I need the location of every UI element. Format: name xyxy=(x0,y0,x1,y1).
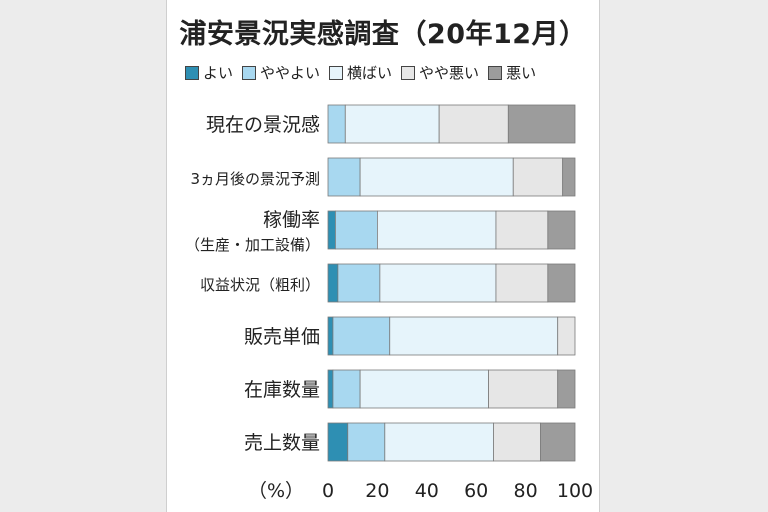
bar-segment-1-2 xyxy=(359,157,514,197)
category-label-2-line0: 稼働率 xyxy=(263,209,320,231)
bar-segment-6-4 xyxy=(540,422,576,462)
bar-segment-5-1 xyxy=(332,369,361,409)
bar-segment-0-3 xyxy=(438,104,509,144)
axis-unit-label: （%） xyxy=(248,480,304,502)
x-tick-label-2: 40 xyxy=(415,480,439,502)
legend-item-bad: 悪い xyxy=(488,62,536,83)
legend-swatch-somewhat-bad xyxy=(401,65,416,80)
category-label-1: 3ヵ月後の景況予測 xyxy=(190,170,320,188)
bar-segment-6-1 xyxy=(347,422,386,462)
legend: よい ややよい 横ばい やや悪い 悪い xyxy=(185,62,595,83)
x-tick-label-4: 80 xyxy=(514,480,538,502)
legend-label-flat: 横ばい xyxy=(347,64,393,82)
legend-item-somewhat-bad: やや悪い xyxy=(401,62,479,83)
x-tick-label-5: 100 xyxy=(557,480,593,502)
bar-segment-3-2 xyxy=(379,263,497,303)
bar-segment-0-2 xyxy=(344,104,440,144)
bar-segment-1-3 xyxy=(512,157,564,197)
bar-segment-6-2 xyxy=(384,422,494,462)
bar-segment-0-1 xyxy=(327,104,346,144)
chart-card: 浦安景況実感調査（20年12月） よい ややよい 横ばい やや悪い 悪い 現在の… xyxy=(166,0,600,512)
legend-label-somewhat-bad: やや悪い xyxy=(419,64,480,82)
bar-segment-3-0 xyxy=(327,263,339,303)
legend-item-somewhat-good: ややよい xyxy=(242,62,320,83)
legend-item-flat: 横ばい xyxy=(329,62,392,83)
legend-label-good: よい xyxy=(203,64,234,82)
bar-segment-5-0 xyxy=(327,369,334,409)
bar-segment-2-4 xyxy=(547,210,576,250)
category-label-5: 在庫数量 xyxy=(244,379,320,401)
bar-segment-1-1 xyxy=(327,157,361,197)
bar-segment-1-4 xyxy=(562,157,576,197)
bar-segment-5-3 xyxy=(488,369,559,409)
legend-item-good: よい xyxy=(185,62,233,83)
category-label-6: 売上数量 xyxy=(244,432,320,454)
x-tick-label-0: 0 xyxy=(322,480,334,502)
bar-segment-6-0 xyxy=(327,422,349,462)
bar-segment-6-3 xyxy=(493,422,541,462)
bar-segment-2-3 xyxy=(495,210,549,250)
legend-label-somewhat-good: ややよい xyxy=(260,64,321,82)
category-label-4: 販売単価 xyxy=(244,326,320,348)
bar-segment-4-3 xyxy=(557,316,576,356)
bar-segment-2-1 xyxy=(335,210,378,250)
bar-segment-4-0 xyxy=(327,316,334,356)
bar-segment-3-4 xyxy=(547,263,576,303)
legend-swatch-good xyxy=(185,65,199,80)
x-tick-label-1: 20 xyxy=(365,480,389,502)
bar-segment-4-1 xyxy=(332,316,391,356)
legend-swatch-bad xyxy=(488,65,503,80)
legend-swatch-somewhat-good xyxy=(242,65,257,80)
bar-segment-2-0 xyxy=(327,210,336,250)
legend-label-bad: 悪い xyxy=(506,64,537,82)
bar-segment-3-1 xyxy=(337,263,381,303)
category-label-2-line1: （生産・加工設備） xyxy=(185,236,320,254)
bar-segment-2-2 xyxy=(376,210,497,250)
bar-segment-5-4 xyxy=(557,369,576,409)
category-label-3: 収益状況（粗利） xyxy=(200,276,320,294)
x-tick-label-3: 60 xyxy=(464,480,488,502)
chart-title: 浦安景況実感調査（20年12月） xyxy=(179,19,587,50)
bar-segment-0-4 xyxy=(507,104,576,144)
bar-segment-3-3 xyxy=(495,263,549,303)
legend-swatch-flat xyxy=(329,65,344,80)
bar-segment-4-2 xyxy=(389,316,559,356)
bar-segment-5-2 xyxy=(359,369,489,409)
category-label-0: 現在の景況感 xyxy=(206,114,320,136)
